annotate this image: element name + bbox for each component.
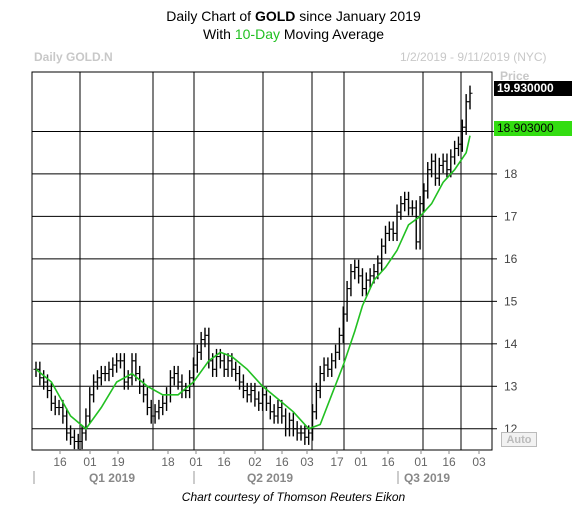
x-tick-label: 03 <box>472 455 486 469</box>
x-tick-label: 16 <box>275 455 289 469</box>
x-tick-label: 01 <box>414 455 428 469</box>
subtitle-ma-period: 10-Day <box>234 26 280 42</box>
title-prefix: Daily Chart of <box>166 8 255 24</box>
title-symbol: GOLD <box>254 8 296 24</box>
subtitle-prefix: With <box>202 26 235 42</box>
date-range-watermark: 1/2/2019 - 9/11/2019 (NYC) <box>400 50 547 64</box>
x-tick-label: 16 <box>217 455 231 469</box>
auto-scale-button[interactable]: Auto <box>501 432 537 447</box>
x-tick-label: 17 <box>330 455 344 469</box>
y-tick-label: 13 <box>504 379 518 393</box>
chart-credit: Chart courtesy of Thomson Reuters Eikon <box>181 490 406 504</box>
x-tick-label: 19 <box>111 455 125 469</box>
subtitle-suffix: Moving Average <box>280 26 385 42</box>
y-tick-label: 17 <box>504 209 518 223</box>
x-tick-label: 02 <box>248 455 262 469</box>
x-tick-label: 01 <box>354 455 368 469</box>
y-tick-label: 16 <box>504 252 518 266</box>
x-tick-label: 18 <box>161 455 175 469</box>
x-tick-label: 01 <box>83 455 97 469</box>
quarter-label: Q1 2019 <box>89 471 135 485</box>
last-price-badge: 19.930000 <box>494 81 572 96</box>
x-tick-label: 03 <box>300 455 314 469</box>
moving-average-badge: 18.903000 <box>494 121 572 136</box>
y-tick-label: 18 <box>504 167 518 181</box>
chart-title-line2: With 10-Day Moving Average <box>0 26 587 42</box>
symbol-watermark: Daily GOLD.N <box>34 50 113 64</box>
y-tick-label: 15 <box>504 294 518 308</box>
x-tick-label: 16 <box>442 455 456 469</box>
x-tick-label: 16 <box>53 455 67 469</box>
quarter-label: Q2 2019 <box>247 471 293 485</box>
title-suffix: since January 2019 <box>295 8 421 24</box>
quarter-label: Q3 2019 <box>404 471 450 485</box>
moving-average-line <box>35 135 471 430</box>
x-tick-label: 01 <box>189 455 203 469</box>
chart-title-line1: Daily Chart of GOLD since January 2019 <box>0 8 587 24</box>
y-tick-label: 14 <box>504 337 518 351</box>
price-axis-label: Price <box>500 69 530 83</box>
x-tick-label: 16 <box>381 455 395 469</box>
